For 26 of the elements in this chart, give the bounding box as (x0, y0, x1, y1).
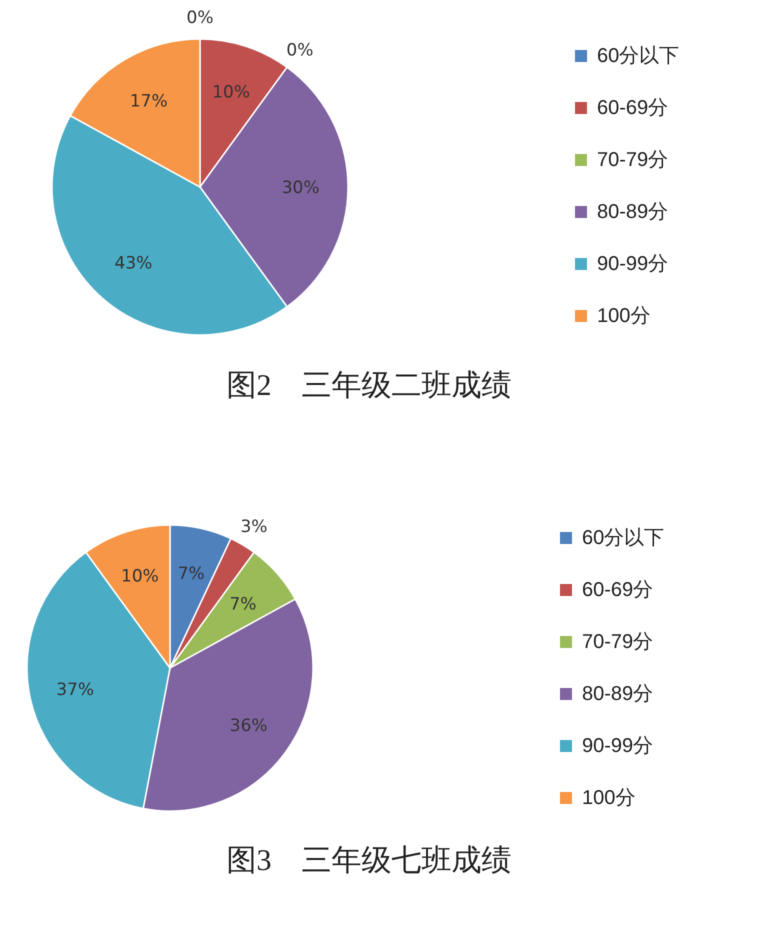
text: 图3 三年级七班成绩 (226, 844, 512, 877)
legend-label: 90-99分 (582, 735, 654, 757)
data-label: 7% (178, 564, 205, 584)
legend-label: 60分以下 (582, 527, 664, 549)
legend-label: 60-69分 (597, 97, 668, 119)
legend-label: 80-89分 (582, 683, 654, 705)
data-label: 3% (240, 516, 268, 537)
legend-label: 100分 (597, 305, 650, 327)
data-label: 17% (130, 91, 168, 112)
text: 0% (286, 40, 314, 60)
data-label: 10% (212, 82, 250, 102)
legend-label: 70-79分 (597, 149, 668, 171)
legend-label: 60-69分 (582, 579, 654, 601)
data-label: 10% (121, 566, 159, 587)
legend-label: 60分以下 (597, 45, 680, 67)
text: 图2 三年级二班成绩 (226, 369, 512, 402)
legend-label: 90-99分 (597, 253, 668, 275)
legend-label: 80-89分 (597, 201, 668, 223)
data-label: 36% (230, 716, 268, 736)
legend-label: 70-79分 (582, 631, 654, 653)
legend-label: 100分 (582, 787, 636, 809)
data-label: 43% (114, 253, 152, 274)
data-label: 7% (229, 594, 256, 615)
data-label: 30% (282, 178, 320, 198)
text: 0% (186, 8, 214, 28)
data-label: 37% (56, 680, 94, 700)
